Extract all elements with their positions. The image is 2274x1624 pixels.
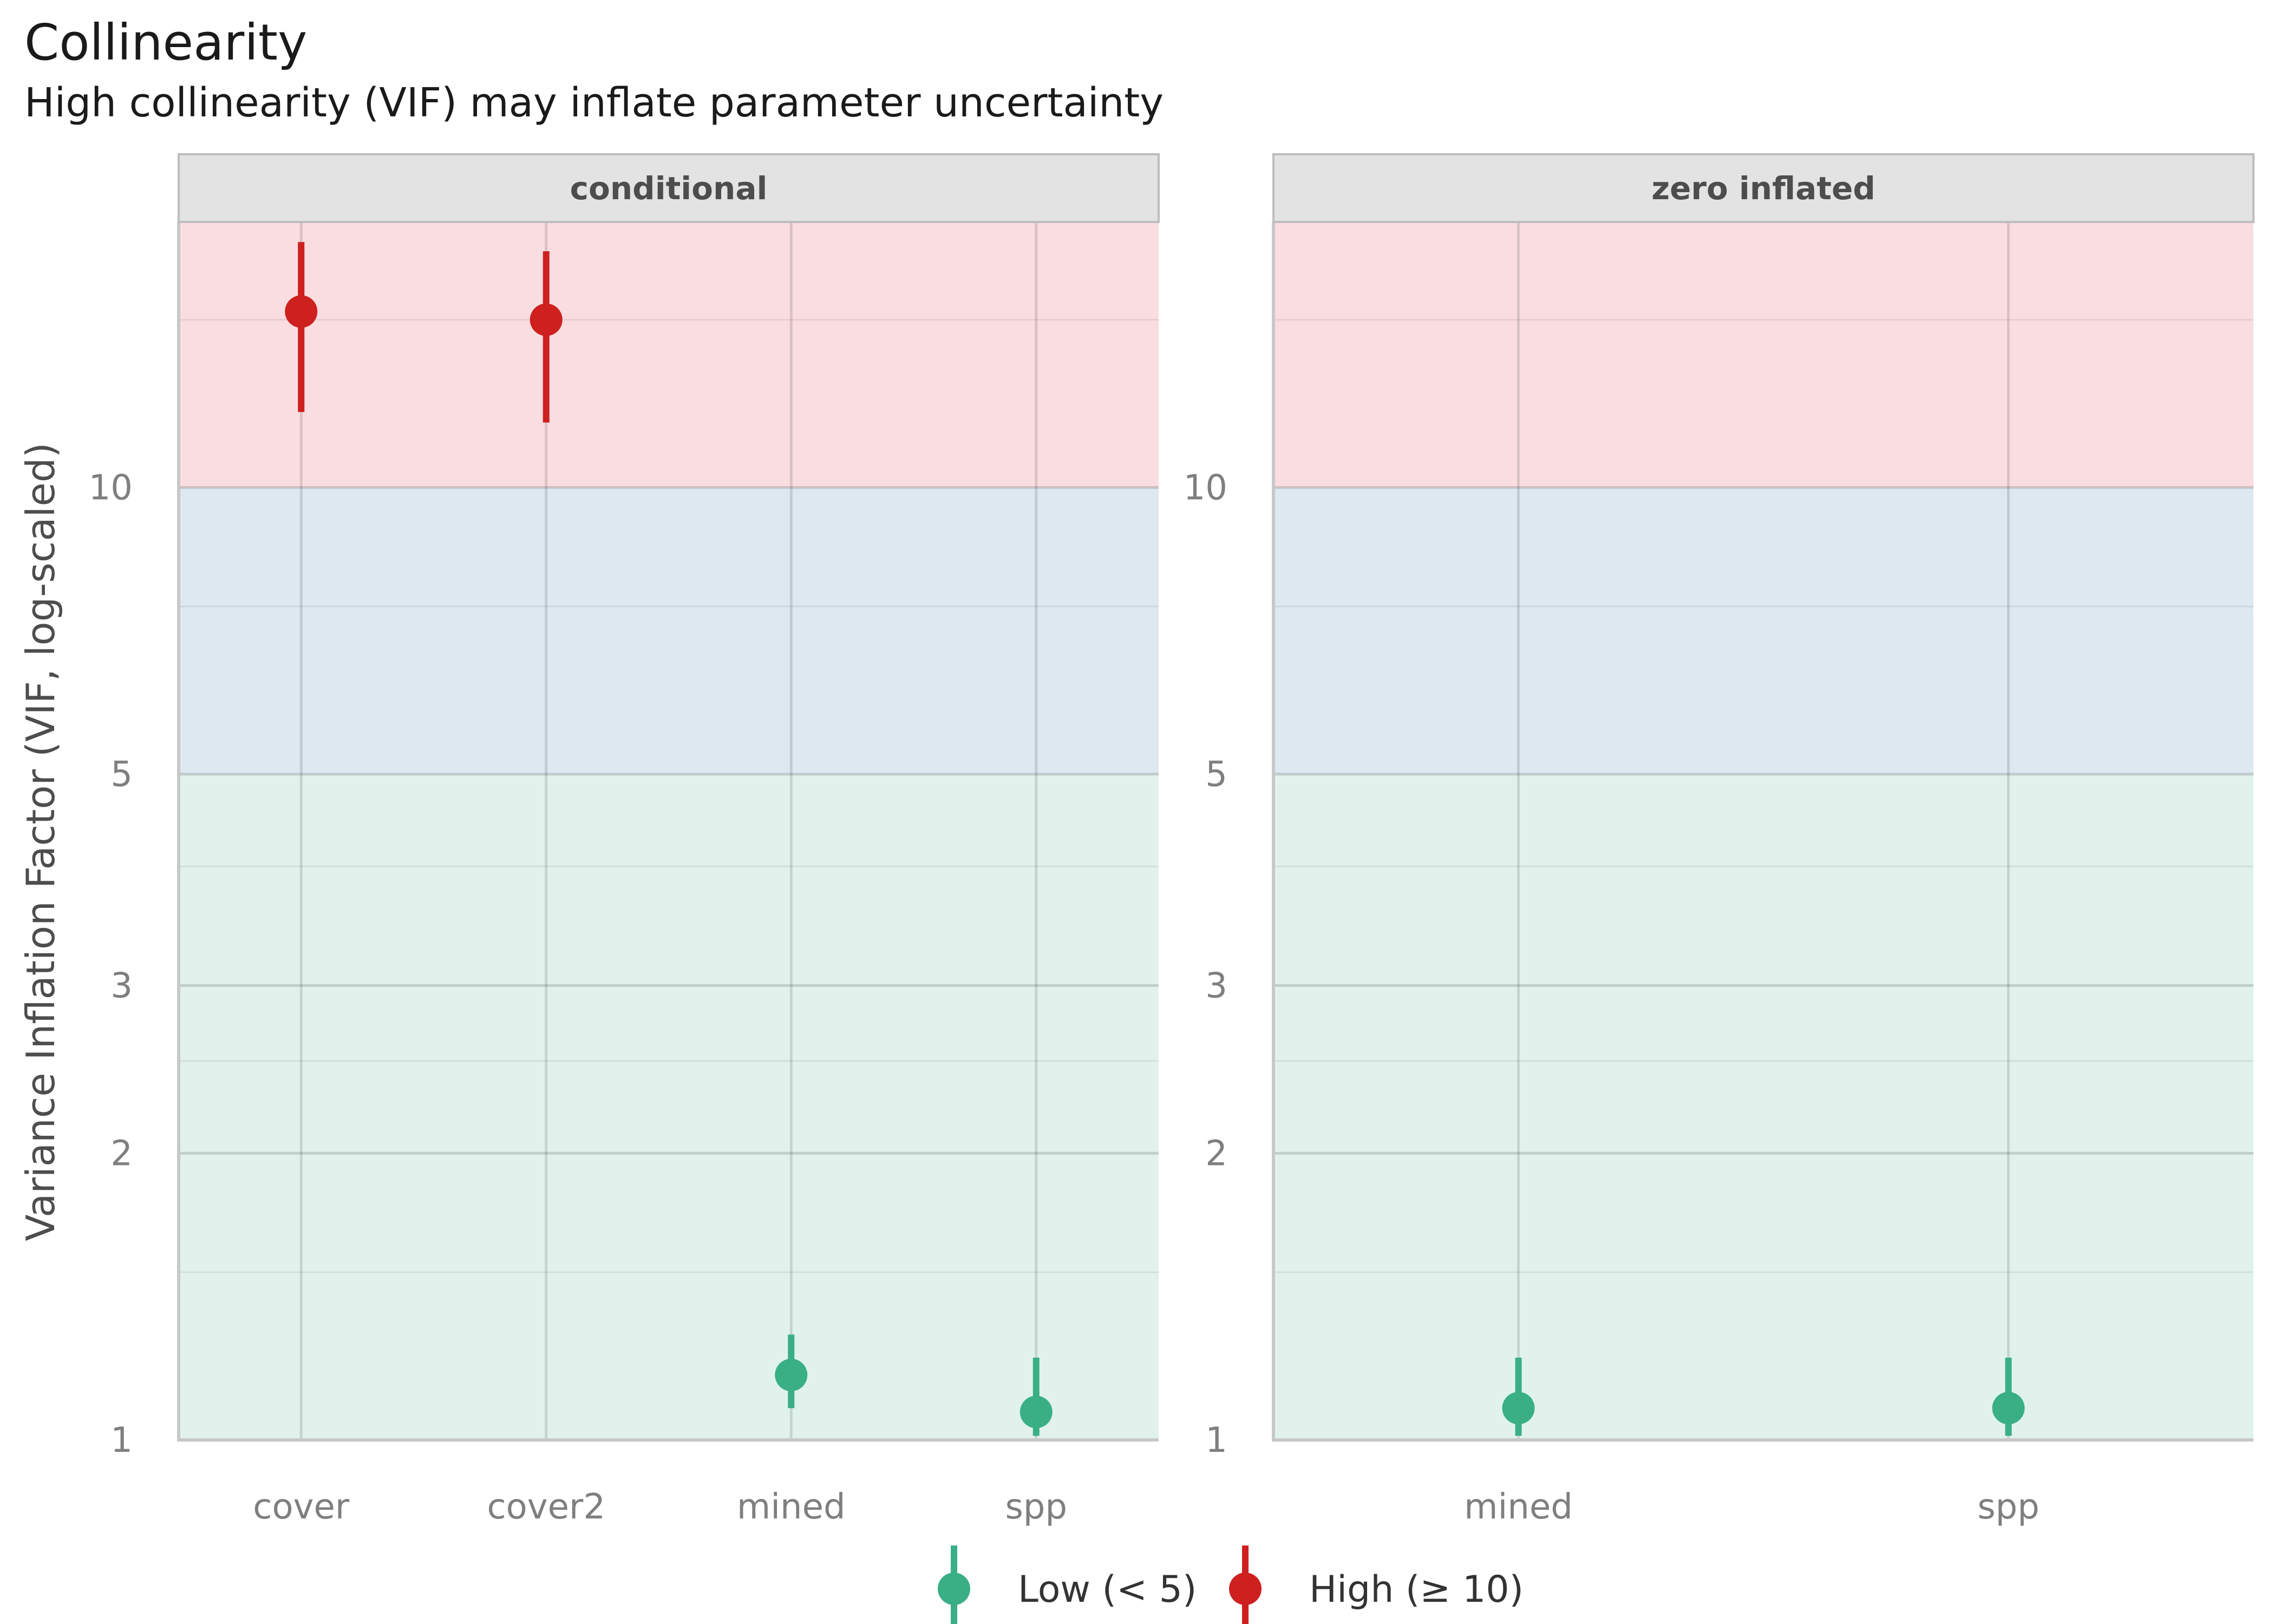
x-tick-label: cover2 [487, 1487, 605, 1527]
panel-conditional: 1 2 3 5 10 cover cover2 mined spp conditional [89, 153, 1160, 1527]
y-tick-label: 2 [110, 1134, 133, 1174]
y-tick-label: 3 [110, 966, 133, 1006]
y-tick-label: 1 [1205, 1420, 1227, 1461]
facet-strip-label: conditional [570, 170, 768, 207]
panel-zero-inflated: 1 2 3 5 10 mined spp zero inflated [1184, 153, 2255, 1527]
panels: 1 2 3 5 10 cover cover2 mined spp conditional 1 2 3 5… [89, 153, 2255, 1527]
legend-key-point [938, 1573, 970, 1605]
data-point [285, 295, 318, 328]
band [1273, 222, 2253, 488]
band [179, 774, 1159, 1440]
legend-key-point [1229, 1573, 1262, 1605]
facet-strip [1272, 153, 2255, 223]
data-point [1020, 1396, 1053, 1429]
band [1273, 487, 2253, 775]
y-tick-label: 5 [1205, 755, 1227, 795]
x-tick-label: spp [1977, 1487, 2040, 1527]
y-tick-label: 2 [1205, 1134, 1227, 1174]
x-tick-label: cover [253, 1487, 350, 1527]
y-tick-label: 10 [89, 468, 133, 508]
facet-strip-label: zero inflated [1651, 170, 1876, 207]
data-point [775, 1359, 808, 1392]
band [1273, 774, 2253, 1440]
chart-subtitle: High collinearity (VIF) may inflate para… [24, 80, 1164, 126]
chart-title: Collinearity [24, 14, 307, 71]
x-tick-label: mined [1464, 1487, 1573, 1527]
y-tick-label: 1 [110, 1420, 133, 1461]
y-tick-label: 5 [110, 755, 133, 795]
data-point [1992, 1392, 2025, 1425]
legend: Low (< 5) High (≥ 10) [938, 1546, 1524, 1624]
legend-label: High (≥ 10) [1309, 1568, 1524, 1611]
x-tick-label: mined [737, 1487, 846, 1527]
data-point [1502, 1392, 1535, 1425]
y-axis-label: Variance Inflation Factor (VIF, log-scal… [18, 442, 63, 1241]
band [179, 222, 1159, 488]
facet-strip [178, 153, 1160, 223]
legend-label: Low (< 5) [1018, 1568, 1197, 1611]
y-tick-label: 3 [1205, 966, 1227, 1006]
data-point [530, 303, 563, 336]
x-tick-label: spp [1005, 1487, 1067, 1527]
band [179, 487, 1159, 775]
y-tick-label: 10 [1184, 468, 1227, 508]
